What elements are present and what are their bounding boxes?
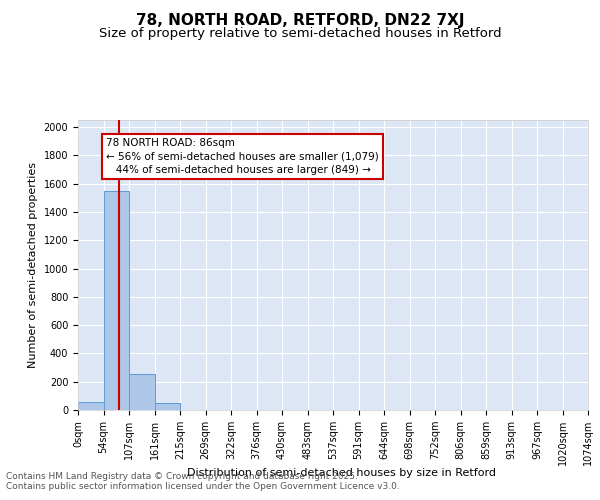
Bar — [104, 190, 129, 410]
Text: 78 NORTH ROAD: 86sqm
← 56% of semi-detached houses are smaller (1,079)
   44% of: 78 NORTH ROAD: 86sqm ← 56% of semi-detac… — [106, 138, 379, 175]
Bar — [78, 402, 104, 410]
Y-axis label: Number of semi-detached properties: Number of semi-detached properties — [28, 162, 38, 368]
Bar — [155, 403, 180, 410]
Text: 78, NORTH ROAD, RETFORD, DN22 7XJ: 78, NORTH ROAD, RETFORD, DN22 7XJ — [136, 12, 464, 28]
Text: Distribution of semi-detached houses by size in Retford: Distribution of semi-detached houses by … — [187, 468, 497, 477]
Bar — [129, 374, 155, 410]
Text: Contains public sector information licensed under the Open Government Licence v3: Contains public sector information licen… — [6, 482, 400, 491]
Text: Size of property relative to semi-detached houses in Retford: Size of property relative to semi-detach… — [98, 28, 502, 40]
Text: Contains HM Land Registry data © Crown copyright and database right 2025.: Contains HM Land Registry data © Crown c… — [6, 472, 358, 481]
